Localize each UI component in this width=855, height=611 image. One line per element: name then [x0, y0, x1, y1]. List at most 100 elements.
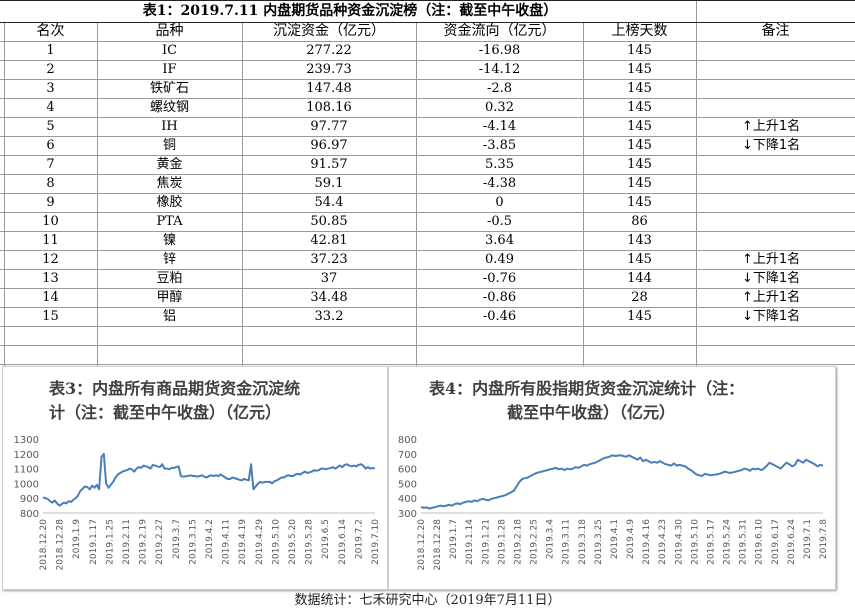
column-header: 名次	[36, 23, 65, 39]
x-tick-label: 2019.6.14	[338, 519, 348, 565]
cell-days: 145	[627, 81, 652, 96]
cell-name: 镍	[162, 233, 176, 248]
cell-fund: 37	[320, 271, 338, 286]
x-tick-label: 2018.12.20	[39, 519, 49, 571]
x-tick-label: 2019.6.17	[771, 519, 781, 565]
cell-days: 145	[627, 43, 652, 58]
x-tick-label: 2019.7.8	[819, 519, 829, 559]
x-tick-label: 2019.1.17	[89, 519, 99, 565]
cell-days: 145	[627, 195, 652, 210]
cell-flow: -14.12	[478, 62, 521, 77]
grid-hline	[0, 174, 855, 175]
x-tick-label: 2019.4.11	[222, 519, 232, 565]
chart3-title-line2: 计（注：截至中午收盘）（亿元）	[49, 403, 282, 422]
x-tick-label: 2019.2.11	[122, 519, 132, 565]
column-header: 资金流向（亿元）	[443, 23, 556, 39]
cell-days: 28	[631, 290, 648, 305]
arrow-down-icon: ↓	[742, 309, 753, 324]
cell-rank: 10	[42, 214, 59, 229]
grid-vline	[416, 22, 417, 366]
cell-fund: 147.48	[306, 81, 352, 96]
x-tick-label: 2019.7.10	[371, 519, 381, 565]
column-header: 备注	[761, 23, 790, 39]
cell-flow: 0	[495, 195, 504, 210]
grid-hline	[0, 250, 855, 251]
x-tick-label: 2018.12.28	[56, 519, 66, 571]
cell-fund: 108.16	[306, 100, 352, 115]
series-line	[42, 452, 376, 507]
cell-fund: 239.73	[306, 62, 352, 77]
y-tick-label: 400	[398, 494, 417, 505]
grid-hline	[0, 231, 855, 232]
x-tick-label: 2019.6.24	[787, 519, 797, 565]
chart4-title-line2: 截至中午收盘）（亿元）	[507, 403, 676, 422]
cell-days: 145	[627, 157, 652, 172]
cell-days: 144	[627, 271, 652, 286]
cell-note: ↑上升1名	[742, 117, 800, 136]
x-tick-label: 2019.6.5	[321, 519, 331, 559]
cell-days: 145	[627, 138, 652, 153]
x-tick-label: 2019.7.2	[354, 519, 364, 559]
grid-vline	[583, 22, 584, 366]
grid-hline	[0, 193, 855, 194]
y-tick-label: 900	[20, 494, 39, 505]
cell-name: 黄金	[156, 157, 183, 172]
cell-name: 铁矿石	[149, 81, 189, 96]
commodity-fund-line-chart: 800 900 1000 1100 1200 1300 2018.12.20 2018.12.…	[14, 435, 381, 571]
x-tick-label: 2019.7.1	[803, 519, 813, 559]
cell-fund: 91.57	[310, 157, 348, 172]
x-tick-label: 2019.5.24	[723, 519, 733, 565]
note-text: 上升1名	[752, 252, 801, 267]
arrow-up-icon: ↑	[742, 119, 753, 134]
grid-vline	[696, 0, 697, 366]
cell-flow: -4.38	[482, 176, 517, 191]
x-tick-label: 2019.4.29	[255, 519, 265, 565]
grid-hline	[0, 155, 855, 156]
x-tick-label: 2019.4.23	[658, 519, 668, 565]
grid-hline	[0, 117, 855, 118]
x-tick-label: 2019.6.10	[755, 519, 765, 565]
cell-flow: 0.32	[485, 100, 514, 115]
arrow-up-icon: ↑	[742, 252, 753, 267]
x-tick-label: 2019.1.28	[497, 519, 507, 565]
cell-name: IF	[162, 62, 177, 77]
cell-fund: 97.77	[310, 119, 348, 134]
footer-source: 数据统计：七禾研究中心（2019年7月11日）	[294, 593, 561, 608]
cell-fund: 33.2	[314, 309, 344, 324]
cell-note: ↑上升1名	[742, 250, 800, 269]
note-text: 下降1名	[752, 138, 801, 153]
cell-rank: 15	[42, 309, 59, 324]
x-tick-label: 2018.12.20	[417, 519, 427, 571]
grid-vline	[4, 22, 5, 366]
note-text: 上升1名	[752, 290, 801, 305]
cell-name: 焦炭	[156, 176, 183, 191]
cell-flow: 0.49	[485, 252, 514, 267]
grid-hline	[0, 0, 855, 1]
cell-note: ↓下降1名	[742, 269, 800, 288]
x-tick-label: 2019.1.14	[465, 519, 475, 565]
cell-fund: 50.85	[310, 214, 348, 229]
commodity-chart-panel: 表3：内盘所有商品期货资金沉淀统 计（注：截至中午收盘）（亿元） 800 900 1…	[2, 366, 388, 590]
cell-rank: 1	[46, 43, 55, 58]
column-header: 品种	[155, 23, 184, 39]
column-header: 上榜天数	[611, 23, 668, 39]
cell-days: 145	[627, 119, 652, 134]
x-tick-label: 2019.4.16	[642, 519, 652, 565]
cell-rank: 9	[46, 195, 55, 210]
table-title: 表1：2019.7.11 内盘期货品种资金沉淀榜（注：截至中午收盘）	[142, 3, 558, 19]
cell-flow: -0.76	[482, 271, 517, 286]
cell-name: IC	[161, 43, 178, 58]
x-tick-label: 2019.2.25	[530, 519, 540, 565]
cell-rank: 4	[46, 100, 55, 115]
y-tick-label: 600	[398, 465, 417, 476]
cell-flow: -0.46	[482, 309, 517, 324]
x-tick-label: 2019.2.27	[155, 519, 165, 565]
grid-hline	[0, 307, 855, 308]
cell-days: 143	[627, 233, 652, 248]
y-tick-label: 1000	[14, 479, 39, 490]
x-tick-label: 2019.3.11	[562, 519, 572, 565]
cell-rank: 3	[46, 81, 55, 96]
cell-rank: 11	[42, 233, 59, 248]
note-text: 下降1名	[752, 271, 801, 286]
